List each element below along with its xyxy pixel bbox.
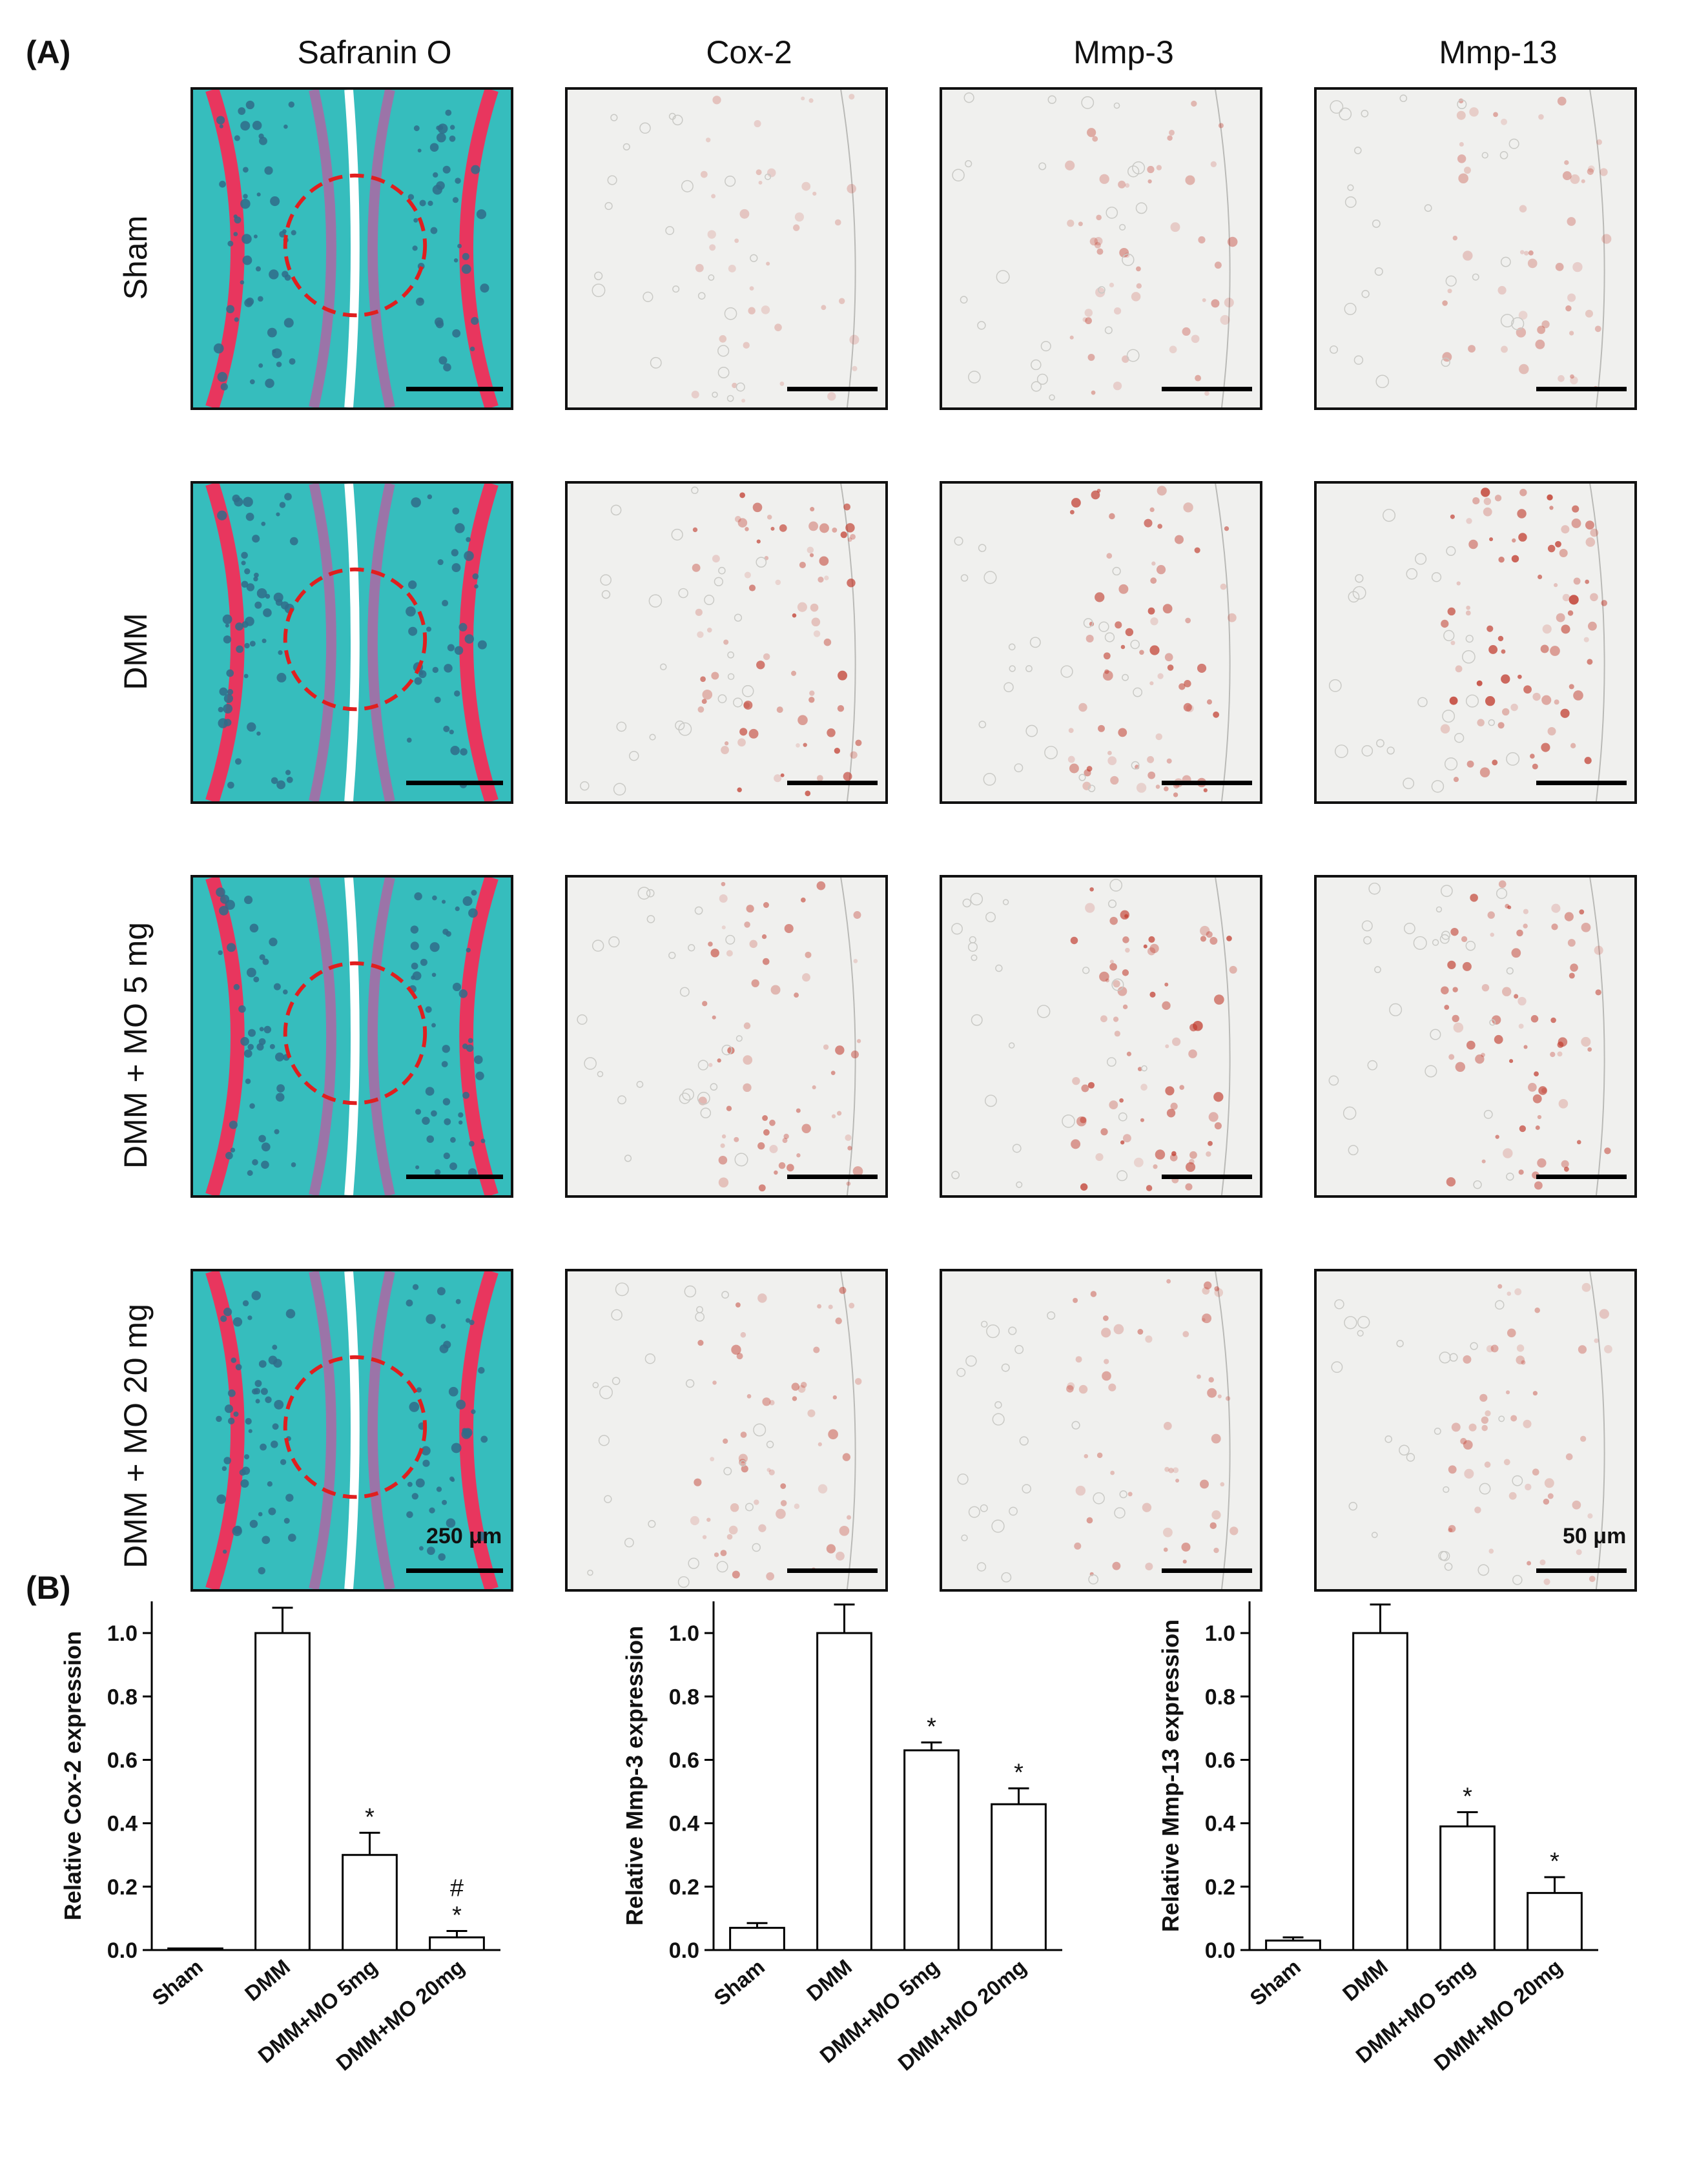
- column-header-mmp3: Mmp-3: [1073, 34, 1174, 70]
- scale-bar: [406, 781, 503, 785]
- bar-3: [903, 1749, 960, 1951]
- bar-1: [1265, 1939, 1321, 1951]
- y-tick-label: 0.8: [107, 1685, 138, 1709]
- y-axis-label: Relative Cox-2 expression: [59, 1631, 86, 1920]
- significance-marker: *: [365, 1803, 375, 1831]
- micrograph-mmp13-row4: [1314, 1269, 1637, 1592]
- panel-b-label: (B): [26, 1570, 71, 1606]
- micrograph-mmp3-row1: [940, 87, 1262, 410]
- y-tick-label: 0.4: [1205, 1812, 1235, 1836]
- bar-2: [1352, 1632, 1408, 1951]
- bar-3: [342, 1854, 398, 1951]
- y-tick-label: 0.0: [669, 1938, 699, 1963]
- bar-4: [991, 1803, 1047, 1951]
- chart-3: 0.0 0.2 0.4 0.6 0.8 1.0 Relative Mmp-13 expres…: [1157, 1601, 1598, 2075]
- micrograph-safranin-row2: [190, 481, 513, 804]
- chart-2: 0.0 0.2 0.4 0.6 0.8 1.0 Relative Mmp-3 express…: [621, 1601, 1062, 2075]
- x-tick-label: DMM: [1338, 1955, 1392, 2006]
- bar-4: [429, 1936, 485, 1951]
- scale-bar: [1536, 1175, 1627, 1179]
- y-tick-label: 0.2: [1205, 1875, 1235, 1900]
- x-tick-label: Sham: [147, 1955, 207, 2010]
- bar-2: [816, 1632, 872, 1951]
- micrograph-cox2-row3: [565, 875, 888, 1198]
- scale-bar: [787, 1568, 878, 1573]
- bar-1: [167, 1947, 223, 1951]
- y-tick-label: 0.6: [1205, 1748, 1235, 1772]
- scale-bar: [1162, 781, 1252, 785]
- scale-bar: [406, 1175, 503, 1179]
- y-axis-label: Relative Mmp-13 expression: [1157, 1619, 1184, 1932]
- scale-label-250um: 250 μm: [426, 1524, 502, 1548]
- y-tick-label: 0.8: [669, 1685, 699, 1709]
- scale-label-50um: 50 μm: [1563, 1524, 1627, 1548]
- y-tick-label: 0.4: [107, 1812, 138, 1836]
- scale-bar: [1536, 387, 1627, 391]
- y-tick-label: 0.8: [1205, 1685, 1235, 1709]
- significance-marker: *: [1550, 1848, 1559, 1875]
- y-tick-label: 0.2: [107, 1875, 138, 1900]
- micrograph-safranin-row3: [190, 875, 513, 1198]
- significance-marker: *: [452, 1902, 462, 1929]
- y-tick-label: 0.2: [669, 1875, 699, 1900]
- y-tick-label: 1.0: [1205, 1621, 1235, 1646]
- y-axis-label: Relative Mmp-3 expression: [621, 1626, 648, 1926]
- micrograph-cox2-row2: [565, 481, 888, 804]
- scale-bar: [1536, 781, 1627, 785]
- micrograph-safranin-row1: [190, 87, 513, 410]
- column-header-mmp13: Mmp-13: [1439, 34, 1558, 70]
- scale-bar: [1162, 1568, 1252, 1573]
- significance-marker: *: [1463, 1783, 1472, 1810]
- y-tick-label: 0.4: [669, 1812, 699, 1836]
- scale-bar: [1536, 1568, 1627, 1573]
- column-header-cox2: Cox-2: [706, 34, 792, 70]
- scale-bar: [406, 387, 503, 391]
- y-tick-label: 0.6: [107, 1748, 138, 1772]
- micrograph-mmp3-row4: [940, 1269, 1262, 1592]
- bar-2: [254, 1632, 311, 1951]
- micrograph-mmp13-row1: [1314, 87, 1637, 410]
- scale-bar: [787, 1175, 878, 1179]
- chart-1: 0.0 0.2 0.4 0.6 0.8 1.0 Relative Cox-2 express…: [59, 1601, 500, 2075]
- scale-bar: [787, 387, 878, 391]
- y-tick-label: 1.0: [107, 1621, 138, 1646]
- y-tick-label: 1.0: [669, 1621, 699, 1646]
- x-tick-label: Sham: [1245, 1955, 1305, 2010]
- micrograph-safranin-row4: [190, 1269, 513, 1592]
- micrograph-cox2-row4: [565, 1269, 888, 1592]
- significance-marker: *: [927, 1713, 936, 1740]
- y-tick-label: 0.6: [669, 1748, 699, 1772]
- micrograph-cox2-row1: [565, 87, 888, 410]
- scale-bar: [1162, 387, 1252, 391]
- x-tick-label: DMM: [802, 1955, 856, 2006]
- scale-bar: [406, 1568, 503, 1573]
- scale-bar: [1162, 1175, 1252, 1179]
- micrograph-mmp3-row3: [940, 875, 1262, 1198]
- x-tick-label: DMM: [240, 1955, 294, 2006]
- y-tick-label: 0.0: [107, 1938, 138, 1963]
- bar-4: [1527, 1892, 1583, 1951]
- x-tick-label: Sham: [709, 1955, 769, 2010]
- y-tick-label: 0.0: [1205, 1938, 1235, 1963]
- bar-1: [729, 1927, 785, 1951]
- column-header-safranin: Safranin O: [297, 34, 452, 70]
- micrograph-mmp13-row3: [1314, 875, 1637, 1198]
- micrograph-mmp13-row2: [1314, 481, 1637, 804]
- significance-marker: #: [450, 1875, 464, 1902]
- scale-bar: [787, 781, 878, 785]
- bar-3: [1439, 1825, 1496, 1951]
- significance-marker: *: [1014, 1760, 1024, 1787]
- panel-a-label: (A): [26, 34, 71, 70]
- micrograph-mmp3-row2: [940, 481, 1262, 804]
